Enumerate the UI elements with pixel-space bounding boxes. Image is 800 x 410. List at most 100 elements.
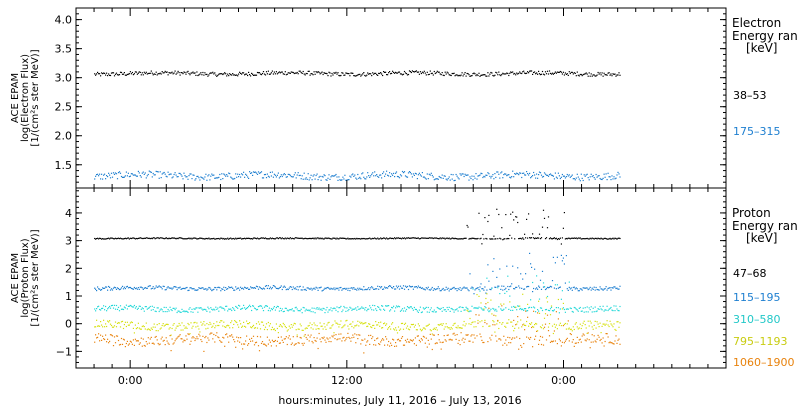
data-point: [99, 325, 101, 327]
y-tick-label: 2.0: [55, 130, 73, 143]
data-point: [383, 339, 385, 341]
data-point: [365, 288, 367, 290]
data-point: [228, 325, 230, 327]
data-point: [597, 334, 599, 336]
data-point: [578, 290, 580, 292]
data-point: [299, 285, 301, 287]
data-point: [563, 175, 565, 177]
data-point: [124, 288, 126, 290]
data-point: [203, 238, 205, 240]
data-point: [245, 287, 247, 289]
data-point: [583, 238, 585, 240]
data-point: [436, 342, 438, 344]
data-point: [477, 175, 479, 177]
data-point: [235, 173, 237, 175]
data-point: [311, 324, 313, 326]
data-point: [347, 310, 349, 312]
data-point: [532, 291, 534, 293]
data-point: [207, 238, 209, 240]
data-point: [212, 174, 214, 176]
data-point: [587, 75, 589, 77]
data-point: [615, 305, 617, 307]
data-point: [349, 323, 351, 325]
data-point: [154, 73, 156, 75]
data-point: [559, 340, 561, 342]
data-point: [522, 293, 524, 295]
data-point: [596, 321, 598, 323]
data-point: [605, 238, 607, 240]
y-tick-label: 0: [65, 318, 72, 331]
data-point: [372, 324, 374, 327]
data-point: [102, 307, 104, 309]
data-point: [539, 326, 542, 328]
data-point: [383, 308, 385, 310]
data-point: [362, 172, 364, 174]
data-point: [607, 324, 609, 326]
data-point: [535, 322, 537, 325]
data-point: [436, 178, 438, 180]
data-point: [334, 338, 336, 340]
data-point: [273, 71, 275, 73]
data-point: [518, 174, 520, 176]
data-point: [212, 338, 214, 340]
data-point: [588, 72, 590, 74]
data-point: [134, 174, 136, 176]
data-point: [458, 306, 460, 309]
data-point: [211, 173, 213, 175]
data-point: [395, 72, 398, 74]
data-point: [118, 171, 121, 173]
data-point: [507, 174, 509, 176]
data-point: [505, 339, 507, 341]
data-point: [296, 336, 298, 338]
data-point: [110, 237, 113, 239]
data-point: [130, 173, 132, 175]
data-point: [463, 309, 465, 311]
data-point: [248, 71, 250, 73]
data-point: [498, 285, 500, 287]
data-point: [370, 73, 372, 75]
data-point: [98, 333, 100, 335]
data-point: [166, 176, 168, 178]
data-point: [396, 175, 399, 178]
data-point: [532, 175, 534, 177]
data-point: [267, 343, 269, 345]
data-point: [218, 286, 220, 288]
data-point: [435, 72, 437, 74]
data-point: [386, 305, 388, 307]
data-point: [252, 73, 254, 75]
data-point: [568, 327, 570, 329]
data-point: [492, 324, 494, 326]
data-point: [593, 74, 595, 76]
data-point: [476, 238, 478, 240]
data-point: [616, 308, 618, 310]
data-point: [496, 323, 498, 325]
data-point: [447, 334, 449, 336]
data-point: [314, 288, 316, 290]
data-point: [249, 288, 251, 290]
data-point: [468, 323, 470, 325]
data-point: [511, 338, 513, 340]
data-point: [119, 343, 122, 346]
data-point: [123, 176, 125, 178]
data-point: [243, 72, 245, 74]
data-point: [209, 333, 211, 335]
data-point: [391, 173, 393, 175]
data-point: [271, 237, 273, 239]
data-point: [368, 334, 370, 337]
data-point: [599, 322, 601, 324]
data-point: [232, 327, 234, 329]
data-point: [249, 74, 251, 76]
data-point: [404, 339, 407, 341]
data-point: [568, 340, 570, 342]
data-point: [395, 285, 398, 287]
data-point: [437, 307, 439, 309]
data-point: [382, 305, 384, 307]
data-point: [292, 324, 294, 326]
data-point: [187, 178, 189, 180]
data-point: [585, 174, 587, 176]
data-point: [221, 320, 223, 322]
data-point: [136, 308, 138, 310]
data-point: [109, 323, 112, 325]
data-point: [502, 309, 504, 311]
data-point: [120, 337, 123, 340]
